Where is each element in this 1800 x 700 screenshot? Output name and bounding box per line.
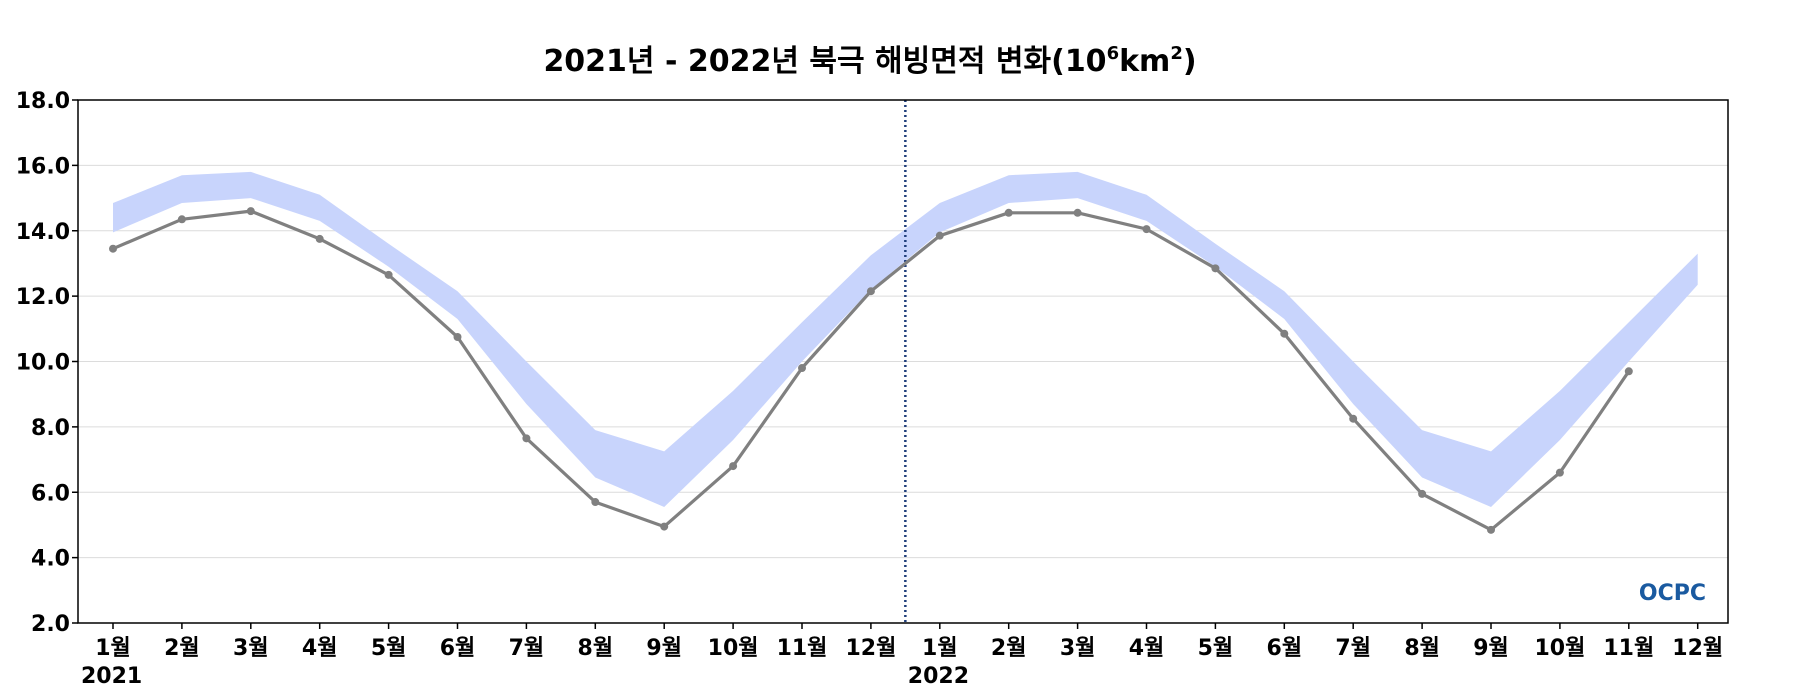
data-point-10 xyxy=(798,364,806,373)
data-point-8 xyxy=(660,522,669,531)
title-main: 2021년 - 2022년 북극 해빙면적 변화(10 xyxy=(543,44,1106,79)
x-tick-label-4: 5월 xyxy=(371,636,407,661)
data-point-14 xyxy=(1073,208,1082,217)
title-superscript-2: 2 xyxy=(1170,43,1183,64)
x-tick-label-21: 10월 xyxy=(1534,636,1585,661)
x-tick-label-5: 6월 xyxy=(440,636,476,661)
x-tick-label-2: 3월 xyxy=(233,636,269,661)
data-point-21 xyxy=(1555,468,1564,477)
data-point-18 xyxy=(1349,414,1358,423)
data-point-13 xyxy=(1004,208,1013,217)
x-tick-label-15: 4월 xyxy=(1129,636,1165,661)
data-point-0 xyxy=(109,244,117,253)
y-tick-label-3: 8.0 xyxy=(31,416,70,441)
data-point-19 xyxy=(1418,489,1427,498)
data-point-6 xyxy=(522,434,531,443)
x-tick-label-7: 8월 xyxy=(578,636,614,661)
data-point-16 xyxy=(1211,264,1220,273)
title-unit: km xyxy=(1119,44,1170,79)
x-tick-label-22: 11월 xyxy=(1603,636,1654,661)
data-point-4 xyxy=(384,270,393,279)
x-tick-label-12: 1월 xyxy=(922,636,958,661)
data-point-1 xyxy=(177,215,186,224)
x-tick-label-23: 12월 xyxy=(1672,636,1723,661)
x-tick-label-8: 9월 xyxy=(646,636,682,661)
year-label-2022: 2022 xyxy=(908,664,969,689)
x-tick-label-14: 3월 xyxy=(1060,636,1096,661)
x-tick-label-18: 7월 xyxy=(1335,636,1371,661)
y-tick-label-0: 2.0 xyxy=(31,612,70,637)
x-tick-label-13: 2월 xyxy=(991,636,1027,661)
y-tick-label-7: 16.0 xyxy=(16,154,70,179)
data-point-7 xyxy=(591,498,600,507)
ocpc-logo-text: OCPC xyxy=(1639,581,1706,606)
x-tick-label-11: 12월 xyxy=(845,636,896,661)
x-tick-label-3: 4월 xyxy=(302,636,338,661)
data-point-17 xyxy=(1280,329,1289,338)
series-points xyxy=(109,207,1633,534)
data-point-2 xyxy=(246,207,255,216)
data-point-15 xyxy=(1142,225,1151,234)
y-tick-label-5: 12.0 xyxy=(16,285,70,310)
data-point-5 xyxy=(453,332,462,341)
x-tick-label-6: 7월 xyxy=(509,636,545,661)
x-tick-label-16: 5월 xyxy=(1198,636,1234,661)
y-tick-label-6: 14.0 xyxy=(16,220,70,245)
title-close-paren: ) xyxy=(1183,44,1197,79)
y-tick-label-1: 4.0 xyxy=(31,547,70,572)
year-labels: 2021 2022 xyxy=(81,664,969,689)
x-tick-label-17: 6월 xyxy=(1267,636,1303,661)
y-tick-label-4: 10.0 xyxy=(16,351,70,376)
x-tick-label-20: 9월 xyxy=(1473,636,1509,661)
chart-title: 2021년 - 2022년 북극 해빙면적 변화(106km2) xyxy=(543,43,1196,79)
data-point-3 xyxy=(315,234,324,243)
x-tick-label-10: 11월 xyxy=(777,636,828,661)
data-point-22 xyxy=(1624,367,1633,376)
title-superscript-6: 6 xyxy=(1107,43,1120,64)
year-label-2021: 2021 xyxy=(81,664,142,689)
data-point-9 xyxy=(729,462,738,471)
x-tick-label-19: 8월 xyxy=(1404,636,1440,661)
x-tick-label-9: 10월 xyxy=(708,636,759,661)
y-tick-label-2: 6.0 xyxy=(31,481,70,506)
normal-range-band xyxy=(113,171,1698,507)
x-tick-labels: 1월 2월 3월 4월 5월 6월 7월 8월 9월 10월 11월 12월 1월 2월 3월 4월 5월 6월 7… xyxy=(95,636,1723,661)
y-tick-labels: 2.0 4.0 6.0 8.0 10.0 12.0 14.0 16.0 18.0 xyxy=(16,89,70,637)
data-point-20 xyxy=(1487,525,1495,534)
y-tick-label-8: 18.0 xyxy=(16,89,70,114)
x-tick-label-0: 1월 xyxy=(95,636,131,661)
data-point-12 xyxy=(935,231,944,240)
x-tick-label-1: 2월 xyxy=(164,636,200,661)
data-point-11 xyxy=(866,287,875,296)
ocpc-logo: OCPC xyxy=(1639,581,1706,606)
axes xyxy=(72,99,1729,629)
normal-range-area xyxy=(113,171,1698,507)
